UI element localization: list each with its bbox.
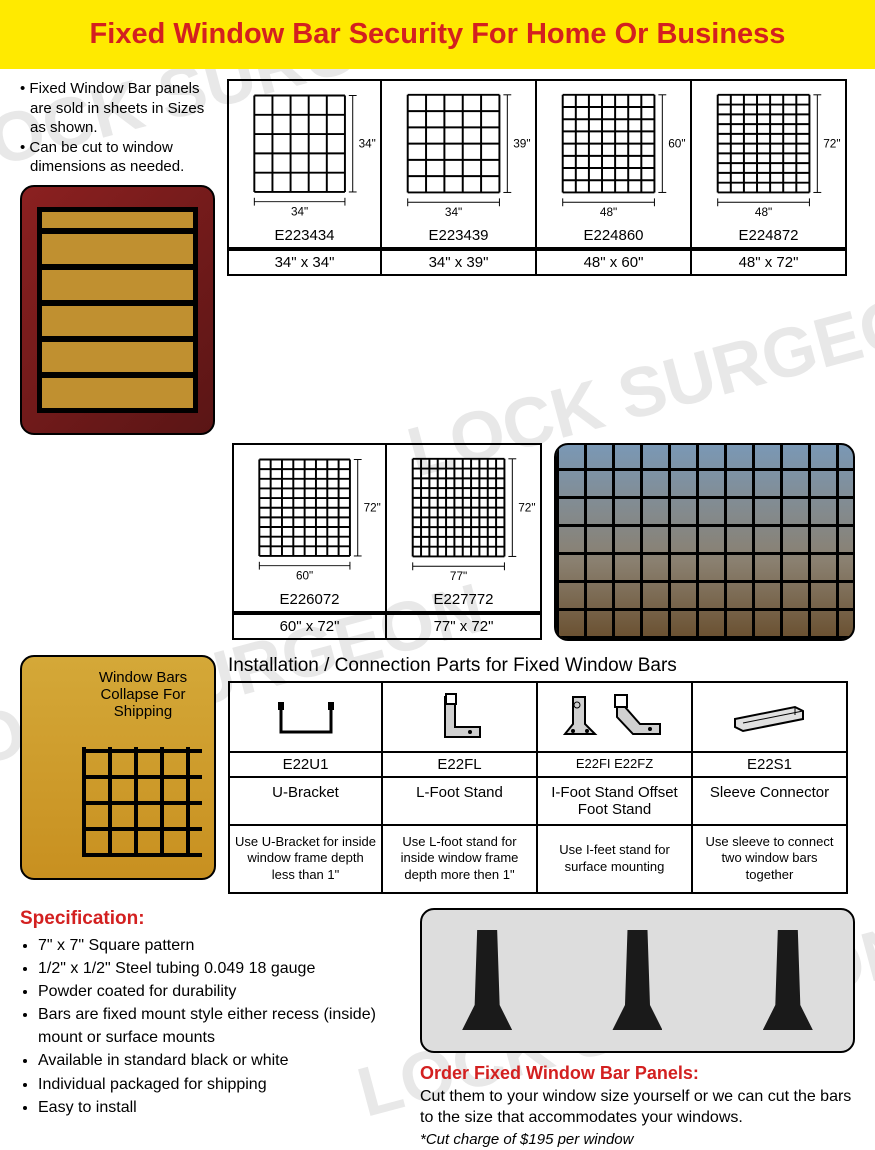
feet-photo xyxy=(420,908,855,1053)
parts-section: Window Bars Collapse For Shipping Instal… xyxy=(0,641,875,894)
svg-text:60": 60" xyxy=(668,137,685,151)
size-code: E223439 xyxy=(382,224,537,249)
page-title: Fixed Window Bar Security For Home Or Bu… xyxy=(0,18,875,51)
size-code: E226072 xyxy=(232,588,387,613)
part-description: Use L-foot stand for inside window frame… xyxy=(383,826,538,894)
sizes-section-1: • Fixed Window Bar panels are sold in sh… xyxy=(0,69,875,435)
svg-text:48": 48" xyxy=(755,205,772,219)
spec-item: Available in standard black or white xyxy=(38,1049,400,1072)
spec-item: 7" x 7" Square pattern xyxy=(38,934,400,957)
size-code: E227772 xyxy=(387,588,542,613)
svg-text:48": 48" xyxy=(600,205,617,219)
spec-item: 1/2" x 1/2" Steel tubing 0.049 18 gauge xyxy=(38,957,400,980)
part-code: E22FL xyxy=(383,753,538,778)
spec-item: Bars are fixed mount style either recess… xyxy=(38,1003,400,1049)
part-diagram xyxy=(228,681,383,753)
part-diagram xyxy=(693,681,848,753)
collapse-photo: Window Bars Collapse For Shipping xyxy=(20,655,216,880)
size-dimension: 77" x 72" xyxy=(387,613,542,640)
part-description: Use I-feet stand for surface mounting xyxy=(538,826,693,894)
spec-list: 7" x 7" Square pattern1/2" x 1/2" Steel … xyxy=(20,934,400,1120)
svg-text:72": 72" xyxy=(364,501,381,514)
size-grid-diagram: 39" 34" xyxy=(382,79,537,224)
collapse-caption: Window Bars Collapse For Shipping xyxy=(82,669,204,720)
page-header: Fixed Window Bar Security For Home Or Bu… xyxy=(0,0,875,69)
part-name: Sleeve Connector xyxy=(693,778,848,826)
spec-order-section: Specification: 7" x 7" Square pattern1/2… xyxy=(0,894,875,1148)
part-description: Use U-Bracket for inside window frame de… xyxy=(228,826,383,894)
svg-text:34": 34" xyxy=(445,205,462,219)
size-grid-diagram: 34" 34" xyxy=(227,79,382,224)
order-title: Order Fixed Window Bar Panels: xyxy=(420,1063,855,1084)
part-description: Use sleeve to connect two window bars to… xyxy=(693,826,848,894)
intro-column: • Fixed Window Bar panels are sold in sh… xyxy=(20,79,215,435)
spec-item: Easy to install xyxy=(38,1096,400,1119)
foot-shape xyxy=(612,930,662,1030)
order-column: Order Fixed Window Bar Panels: Cut them … xyxy=(420,908,855,1148)
part-code: E22FI E22FZ xyxy=(538,753,693,778)
spec-item: Powder coated for durability xyxy=(38,980,400,1003)
svg-text:60": 60" xyxy=(296,569,313,582)
order-note: *Cut charge of $195 per window xyxy=(420,1131,855,1148)
product-photo-window xyxy=(554,443,855,641)
part-name: L-Foot Stand xyxy=(383,778,538,826)
spec-column: Specification: 7" x 7" Square pattern1/2… xyxy=(20,908,400,1148)
size-grid-diagram: 60" 48" xyxy=(537,79,692,224)
parts-title: Installation / Connection Parts for Fixe… xyxy=(228,655,855,677)
size-grid-diagram: 72" 48" xyxy=(692,79,847,224)
sizes-section-2: 72" 60" 72" 77" E226072E227772 60" x 72"… xyxy=(0,435,875,641)
part-diagram xyxy=(383,681,538,753)
parts-column: Installation / Connection Parts for Fixe… xyxy=(228,655,855,894)
size-dimension: 48" x 72" xyxy=(692,249,847,276)
part-name: U-Bracket xyxy=(228,778,383,826)
part-code: E22S1 xyxy=(693,753,848,778)
size-dimension: 34" x 39" xyxy=(382,249,537,276)
size-dimension: 60" x 72" xyxy=(232,613,387,640)
svg-text:77": 77" xyxy=(450,569,467,583)
size-grid-diagram: 72" 60" xyxy=(232,443,387,588)
part-code: E22U1 xyxy=(228,753,383,778)
part-diagram xyxy=(538,681,693,753)
foot-shape xyxy=(462,930,512,1030)
spec-item: Individual packaged for shipping xyxy=(38,1073,400,1096)
size-grid-diagram: 72" 77" xyxy=(387,443,542,588)
sizes-grid-row1: 34" 34" 39" 34" 60" 48" 72" 48" E223434E… xyxy=(227,79,855,435)
part-name: I-Foot Stand Offset Foot Stand xyxy=(538,778,693,826)
size-dimension: 48" x 60" xyxy=(537,249,692,276)
size-dimension: 34" x 34" xyxy=(227,249,382,276)
foot-shape xyxy=(763,930,813,1030)
svg-text:39": 39" xyxy=(513,137,530,151)
intro-bullets: • Fixed Window Bar panels are sold in sh… xyxy=(20,79,215,177)
size-code: E223434 xyxy=(227,224,382,249)
svg-text:72": 72" xyxy=(518,500,535,514)
product-photo-door xyxy=(20,185,215,435)
size-code: E224872 xyxy=(692,224,847,249)
order-text: Cut them to your window size yourself or… xyxy=(420,1086,855,1129)
svg-text:34": 34" xyxy=(359,138,376,151)
spec-title: Specification: xyxy=(20,908,400,930)
svg-text:34": 34" xyxy=(291,205,308,218)
size-code: E224860 xyxy=(537,224,692,249)
sizes-grid-row2: 72" 60" 72" 77" E226072E227772 60" x 72"… xyxy=(232,443,542,641)
intro-bullet: • Can be cut to window dimensions as nee… xyxy=(20,138,215,177)
svg-text:72": 72" xyxy=(823,137,840,151)
intro-bullet: • Fixed Window Bar panels are sold in sh… xyxy=(20,79,215,138)
